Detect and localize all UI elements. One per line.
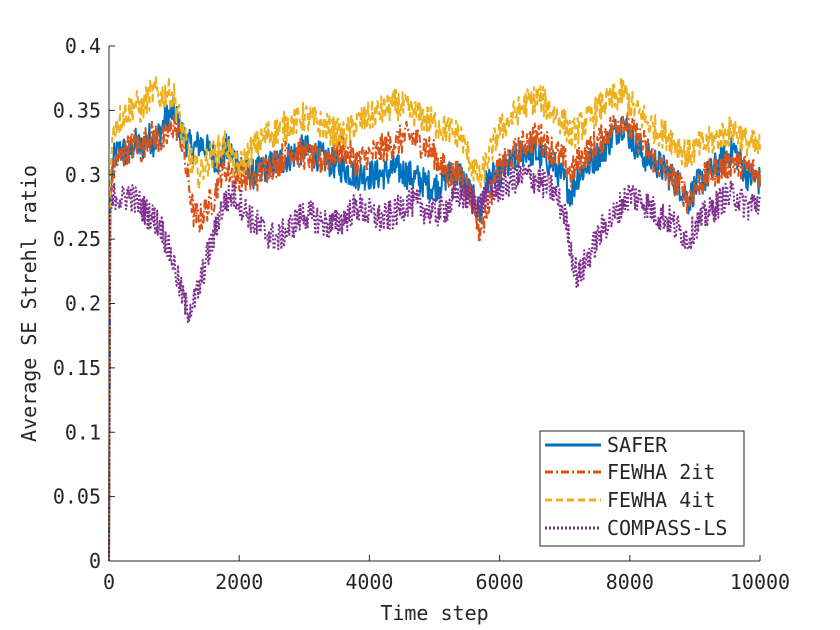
- series-line-fewha-4it: [108, 76, 761, 562]
- series-line-compass-ls: [108, 163, 761, 562]
- legend-entry-safer: SAFER: [545, 433, 668, 457]
- y-tick-label: 0.2: [65, 292, 101, 316]
- y-tick-label: 0.1: [65, 420, 101, 444]
- y-tick-label: 0.4: [65, 34, 101, 58]
- series-layer: [108, 76, 761, 562]
- legend-label-compass-ls: COMPASS-LS: [607, 516, 727, 540]
- legend-entry-fewha-4it: FEWHA 4it: [545, 488, 715, 512]
- x-tick-label: 4000: [345, 570, 393, 594]
- legend-entry-fewha-2it: FEWHA 2it: [545, 460, 715, 484]
- legend-label-safer: SAFER: [607, 433, 668, 457]
- y-tick-label: 0.3: [65, 163, 101, 187]
- x-axis-label: Time step: [380, 601, 488, 625]
- x-tick-label: 2000: [215, 570, 263, 594]
- y-tick-label: 0: [89, 549, 101, 573]
- series-line-fewha-2it: [108, 111, 761, 562]
- legend: SAFER FEWHA 2it FEWHA 4it COMPASS-LS: [539, 430, 745, 547]
- y-axis-label: Average SE Strehl ratio: [17, 165, 41, 442]
- y-tick-label: 0.35: [53, 98, 101, 122]
- y-tick-label: 0.25: [53, 227, 101, 251]
- x-tick-label: 6000: [476, 570, 524, 594]
- y-tick-label: 0.15: [53, 356, 101, 380]
- legend-label-fewha-4it: FEWHA 4it: [607, 488, 715, 512]
- x-tick-label: 10000: [730, 570, 790, 594]
- legend-label-fewha-2it: FEWHA 2it: [607, 460, 715, 484]
- tick-layer: 0 2000 4000 6000 8000 10000 0 0.05 0.1 0.15 0.2 0.2…: [53, 34, 790, 594]
- legend-entry-compass-ls: COMPASS-LS: [545, 516, 727, 540]
- y-tick-label: 0.05: [53, 485, 101, 509]
- series-line-safer: [108, 94, 761, 562]
- x-tick-label: 0: [103, 570, 115, 594]
- x-tick-label: 8000: [606, 570, 654, 594]
